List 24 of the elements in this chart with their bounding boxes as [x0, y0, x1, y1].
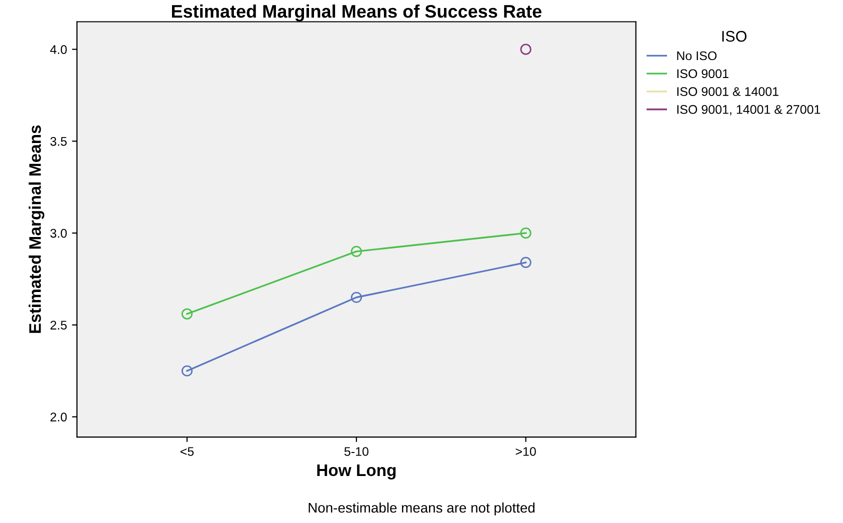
legend-label: ISO 9001: [677, 69, 728, 78]
point: [520, 44, 532, 55]
legend-label: No ISO: [677, 51, 717, 60]
chart-title: Estimated Marginal Means of Success Rate: [172, 4, 542, 22]
y-tick-label: 4.0: [50, 45, 67, 54]
y-axis-title: Estimated Marginal Means: [28, 125, 44, 333]
x-tick-label: <5: [180, 447, 194, 456]
legend-label: ISO 9001 & 14001: [677, 87, 778, 96]
point: [182, 365, 193, 376]
y-tick-label: 2.0: [50, 412, 67, 422]
y-tick-label: 3.5: [50, 136, 67, 146]
point: [520, 228, 532, 239]
point: [350, 292, 362, 303]
x-tick-label: >10: [516, 447, 536, 456]
legend-label: ISO 9001, 14001 & 27001: [677, 105, 820, 116]
point: [520, 256, 532, 268]
y-tick-label: 2.5: [50, 320, 67, 330]
y-tick-label: 3.0: [50, 228, 67, 238]
point: [350, 246, 362, 257]
x-axis-title: How Long: [317, 464, 396, 480]
point: [182, 308, 193, 320]
legend-title: ISO: [722, 30, 746, 42]
text: Non-estimable means are not plotted: [308, 502, 534, 516]
x-tick-label: 5-10: [344, 447, 368, 456]
